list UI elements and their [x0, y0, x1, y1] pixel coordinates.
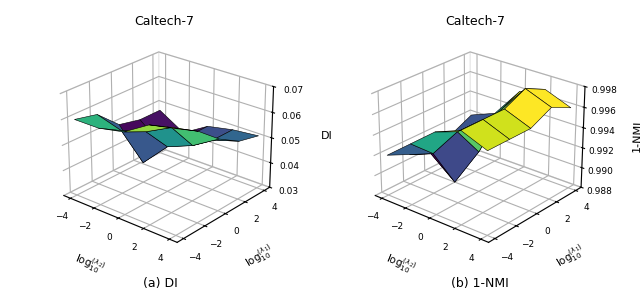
- Y-axis label: log$_{10}^{(\lambda_1)}$: log$_{10}^{(\lambda_1)}$: [553, 241, 589, 272]
- X-axis label: log$_{10}^{(\lambda_2)}$: log$_{10}^{(\lambda_2)}$: [72, 250, 107, 278]
- Title: Caltech-7: Caltech-7: [445, 15, 506, 28]
- Y-axis label: log$_{10}^{(\lambda_1)}$: log$_{10}^{(\lambda_1)}$: [242, 241, 277, 272]
- X-axis label: log$_{10}^{(\lambda_2)}$: log$_{10}^{(\lambda_2)}$: [383, 250, 419, 278]
- Text: (b) 1-NMI: (b) 1-NMI: [451, 277, 509, 290]
- Text: (a) DI: (a) DI: [143, 277, 177, 290]
- Title: Caltech-7: Caltech-7: [134, 15, 195, 28]
